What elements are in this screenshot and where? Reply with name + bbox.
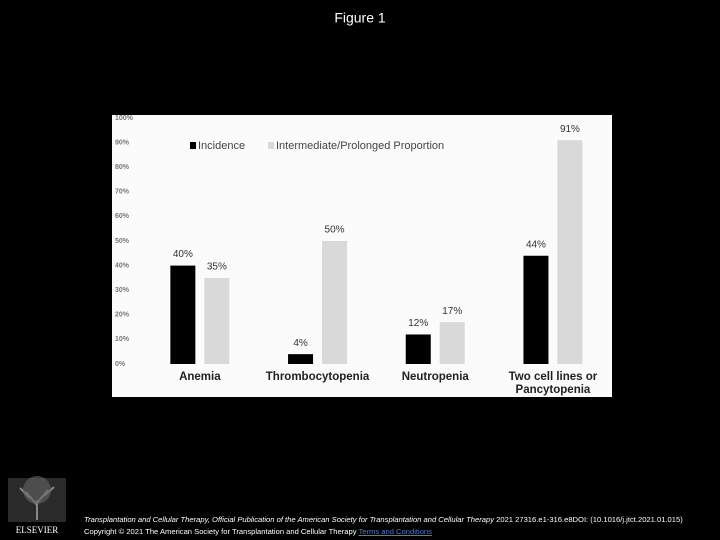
x-tick-label: Anemia [179, 371, 221, 383]
y-tick-label: 100% [115, 115, 134, 122]
value-label: 35% [207, 262, 227, 273]
value-label: 4% [293, 338, 308, 349]
copyright: Copyright © 2021 The American Society fo… [84, 527, 357, 536]
bar [322, 241, 348, 364]
copyright-line: Copyright © 2021 The American Society fo… [84, 527, 432, 536]
bar [204, 277, 230, 364]
y-tick-label: 0% [115, 361, 126, 368]
citation: Transplantation and Cellular Therapy, Of… [84, 515, 683, 524]
y-tick-label: 30% [115, 287, 130, 294]
value-label: 50% [325, 225, 345, 236]
value-label: 44% [526, 239, 546, 250]
y-tick-label: 60% [115, 213, 130, 220]
y-tick-label: 20% [115, 312, 130, 319]
legend-label: Intermediate/Prolonged Proportion [276, 140, 444, 152]
y-tick-label: 90% [115, 139, 130, 146]
bar [557, 140, 583, 364]
y-tick-label: 70% [115, 189, 130, 196]
slide-title: Figure 1 [334, 10, 386, 26]
value-label: 91% [560, 124, 580, 135]
value-label: 17% [442, 306, 462, 317]
value-label: 12% [408, 318, 428, 329]
y-tick-label: 40% [115, 262, 130, 269]
terms-link[interactable]: Terms and Conditions [358, 527, 432, 536]
value-label: 40% [173, 249, 193, 260]
legend-label: Incidence [198, 140, 245, 152]
elsevier-logo: ELSEVIER [8, 476, 66, 535]
y-tick-label: 50% [115, 238, 130, 245]
bar [170, 265, 196, 364]
x-tick-label: Thrombocytopenia [265, 371, 370, 383]
y-tick-label: 10% [115, 336, 130, 343]
bar [523, 255, 549, 364]
bar [439, 322, 465, 364]
citation-text: 2021 27316.e1-316.e8DOI: (10.1016/j.jtct… [496, 515, 683, 524]
journal: Transplantation and Cellular Therapy, Of… [84, 515, 494, 524]
legend-swatch [268, 142, 274, 149]
logo-text: ELSEVIER [16, 525, 59, 535]
bar [405, 334, 431, 364]
legend-swatch [190, 142, 196, 149]
x-tick-label: Two cell lines or Pancytopenia [508, 371, 598, 396]
y-tick-label: 80% [115, 164, 130, 171]
bar [288, 354, 314, 364]
x-tick-label: Neutropenia [401, 371, 469, 383]
